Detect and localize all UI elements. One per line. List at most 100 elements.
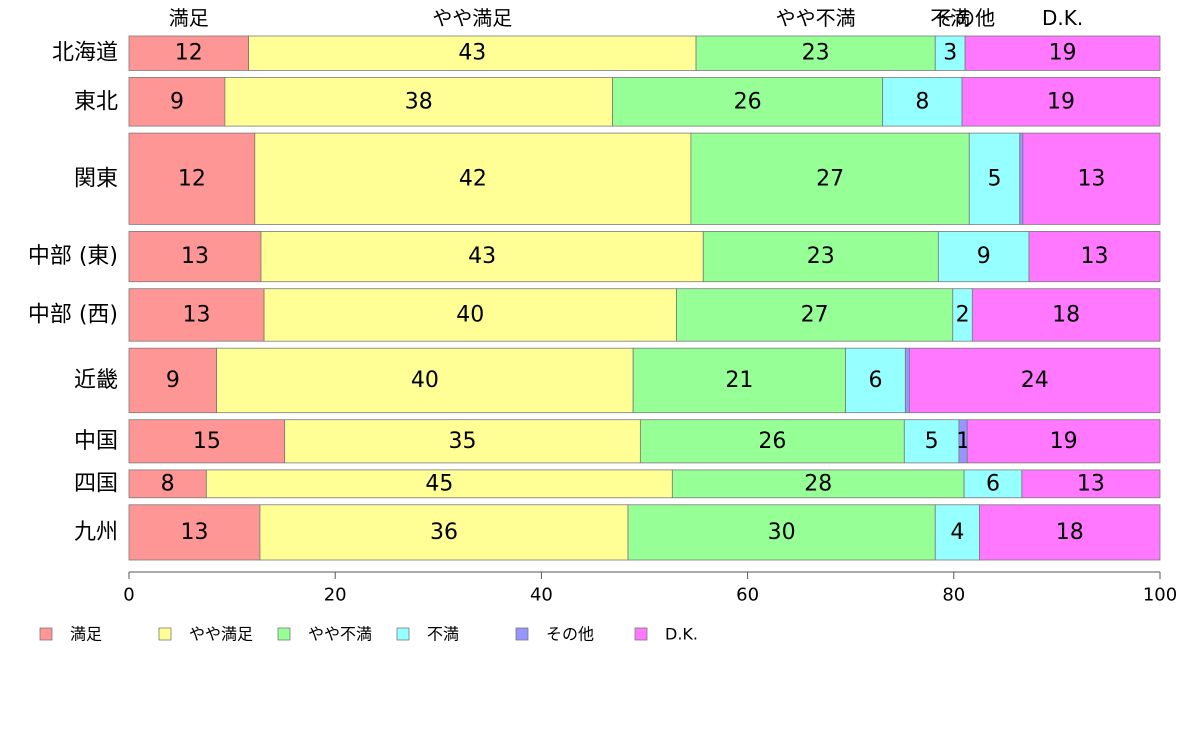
x-axis: 0 20 40 60 80 100	[123, 571, 1177, 606]
x-tick-label: 40	[530, 585, 553, 606]
bar-segment	[128, 419, 286, 464]
top-series-label: やや満足	[432, 6, 512, 30]
bar-value-label: 13	[180, 520, 208, 545]
bar-value-label: 6	[868, 368, 882, 393]
bar-value-label: 5	[988, 166, 1002, 191]
bar-segment	[1022, 132, 1161, 225]
bar-segment	[964, 35, 1161, 71]
bar-segment	[909, 347, 1161, 414]
category-label: 中国	[74, 429, 118, 454]
legend-swatch	[396, 627, 410, 641]
bar-segment	[904, 347, 910, 414]
bar-value-label: 23	[807, 244, 835, 269]
bar-value-label: 1	[956, 429, 970, 454]
bar-value-label: 36	[430, 520, 458, 545]
bar-value-label: 19	[1047, 89, 1075, 114]
bar-value-label: 13	[183, 302, 211, 327]
bar-segment	[224, 77, 613, 127]
category-label: 四国	[74, 471, 118, 496]
x-tick-label: 60	[736, 585, 759, 606]
x-tick-label: 100	[1143, 585, 1177, 606]
category-label: 中部 (東)	[28, 244, 118, 269]
bar-segment	[128, 347, 218, 414]
legend-label: 満足	[70, 625, 102, 644]
bar-value-label: 28	[804, 471, 832, 496]
bar-segment	[971, 288, 1161, 342]
bar-value-label: 45	[425, 471, 453, 496]
bar-value-label: 19	[1050, 429, 1078, 454]
bar-value-label: 26	[734, 89, 762, 114]
bar-segment	[963, 469, 1023, 499]
legend-label: 不満	[427, 625, 459, 644]
legend-swatch	[158, 627, 172, 641]
legend: 満足 やや満足 やや不満 不満 その他 D.K.	[39, 625, 698, 644]
legend-swatch	[634, 627, 648, 641]
top-series-label: 不満	[930, 6, 970, 30]
category-label: 九州	[74, 520, 118, 545]
bar-segment	[612, 77, 884, 127]
bar-segment	[254, 132, 692, 225]
bar-value-label: 5	[925, 429, 939, 454]
legend-label: D.K.	[665, 625, 698, 644]
legend-swatch	[277, 627, 291, 641]
bar-segment	[695, 35, 936, 71]
category-label: 北海道	[52, 41, 118, 66]
bar-segment	[937, 231, 1030, 283]
bar-value-label: 13	[1077, 166, 1105, 191]
legend-label: その他	[546, 625, 594, 644]
bar-value-label: 2	[956, 302, 970, 327]
top-series-label: D.K.	[1042, 6, 1083, 30]
bar-value-label: 13	[181, 244, 209, 269]
bar-value-label: 24	[1021, 368, 1049, 393]
bar-value-label: 12	[178, 166, 206, 191]
bar-value-label: 18	[1052, 302, 1080, 327]
bar-value-label: 9	[166, 368, 180, 393]
bar-segment	[934, 35, 966, 71]
bar-segment	[979, 504, 1161, 561]
bar-segment	[702, 231, 939, 283]
bar-segment	[1019, 132, 1024, 225]
bar-value-label: 38	[405, 89, 433, 114]
top-series-label: 満足	[169, 6, 209, 30]
bar-segment	[128, 35, 249, 71]
legend-label: やや不満	[308, 625, 372, 644]
legend-swatch	[39, 627, 53, 641]
bar-segment	[128, 132, 256, 225]
bar-segment	[216, 347, 634, 414]
bar-value-label: 18	[1056, 520, 1084, 545]
bar-segment	[128, 77, 226, 127]
bar-segment	[903, 419, 960, 464]
bar-segment	[128, 288, 265, 342]
bar-segment	[1028, 231, 1161, 283]
x-tick-label: 20	[324, 585, 347, 606]
bar-value-label: 40	[411, 368, 439, 393]
bar-value-label: 40	[456, 302, 484, 327]
bar-segment	[248, 35, 697, 71]
bar-segment	[845, 347, 906, 414]
bar-value-label: 23	[802, 41, 830, 66]
bar-segment	[260, 231, 704, 283]
legend-label: やや満足	[189, 625, 253, 644]
category-label: 近畿	[74, 368, 118, 393]
bar-value-label: 43	[458, 41, 486, 66]
bar-value-label: 8	[161, 471, 175, 496]
bar-segment	[284, 419, 641, 464]
bar-segment	[690, 132, 970, 225]
top-series-label: やや不満	[776, 6, 856, 30]
bar-segment	[259, 504, 629, 561]
bar-value-label: 21	[725, 368, 753, 393]
bar-value-label: 6	[986, 471, 1000, 496]
bar-segment	[128, 231, 262, 283]
bar-segment	[632, 347, 846, 414]
bar-segment	[263, 288, 677, 342]
bar-value-label: 9	[170, 89, 184, 114]
bar-value-label: 19	[1049, 41, 1077, 66]
bar-segment	[961, 77, 1161, 127]
bar-segment	[1021, 469, 1161, 499]
legend-swatch	[515, 627, 529, 641]
bar-value-label: 15	[193, 429, 221, 454]
bar-segment	[128, 469, 207, 499]
bar-segment	[882, 77, 963, 127]
